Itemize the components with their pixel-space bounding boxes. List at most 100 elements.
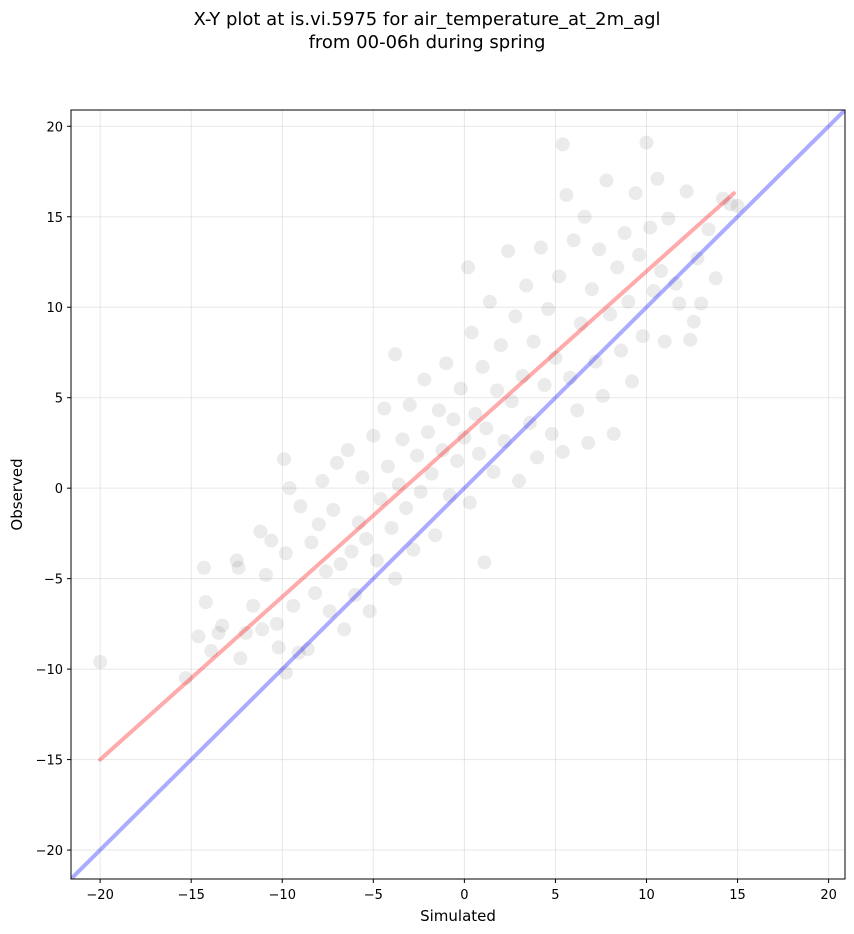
- scatter-point: [406, 542, 421, 557]
- scatter-point: [519, 278, 534, 293]
- scatter-point: [708, 271, 723, 286]
- scatter-point: [439, 356, 454, 371]
- scatter-point: [457, 430, 472, 445]
- scatter-point: [282, 481, 297, 496]
- scatter-point: [462, 495, 477, 510]
- scatter-point: [402, 397, 417, 412]
- scatter-point: [351, 515, 366, 530]
- scatter-point: [278, 546, 293, 561]
- scatter-point: [555, 444, 570, 459]
- scatter-point: [231, 560, 246, 575]
- scatter-point: [486, 464, 501, 479]
- scatter-point: [559, 188, 574, 203]
- scatter-point: [424, 466, 439, 481]
- scatter-point: [377, 401, 392, 416]
- scatter-point: [668, 276, 683, 291]
- reference-line: [71, 110, 845, 879]
- scatter-point: [501, 244, 516, 259]
- scatter-point: [211, 625, 226, 640]
- scatter-point: [246, 598, 261, 613]
- scatter-point: [646, 283, 661, 298]
- scatter-point: [450, 454, 465, 469]
- scatter-point: [683, 332, 698, 347]
- scatter-point: [461, 260, 476, 275]
- scatter-point: [471, 446, 486, 461]
- scatter-point: [526, 334, 541, 349]
- scatter-point: [730, 198, 745, 213]
- scatter-point: [610, 260, 625, 275]
- scatter-point: [468, 406, 483, 421]
- scatter-point: [522, 416, 537, 431]
- scatter-point: [715, 191, 730, 206]
- scatter-point: [238, 625, 253, 640]
- plot-frame: [70, 109, 846, 880]
- scatter-point: [420, 425, 435, 440]
- scatter-points: [93, 135, 745, 686]
- scatter-point: [269, 616, 284, 631]
- scatter-point: [672, 296, 687, 311]
- scatter-point: [344, 544, 359, 559]
- scatter-point: [410, 448, 425, 463]
- reference-lines: [71, 110, 845, 879]
- scatter-point: [577, 209, 592, 224]
- scatter-point: [661, 211, 676, 226]
- scatter-point: [537, 378, 552, 393]
- chart-title-line-1: X-Y plot at is.vi.5975 for air_temperatu…: [193, 9, 661, 30]
- scatter-point: [573, 316, 588, 331]
- scatter-point: [701, 222, 716, 237]
- scatter-point: [233, 651, 248, 666]
- y-tick-label: −15: [36, 754, 63, 769]
- scatter-point: [264, 533, 279, 548]
- grid: [71, 110, 845, 879]
- scatter-point: [318, 564, 333, 579]
- x-tick-label: 10: [638, 888, 655, 903]
- scatter-point: [355, 470, 370, 485]
- x-tick-label: 15: [729, 888, 746, 903]
- scatter-point: [490, 383, 505, 398]
- scatter-point: [198, 595, 213, 610]
- scatter-point: [686, 314, 701, 329]
- scatter-point: [555, 137, 570, 152]
- scatter-point: [606, 426, 621, 441]
- x-tick-label: 5: [551, 888, 559, 903]
- scatter-point: [599, 173, 614, 188]
- scatter-point: [482, 294, 497, 309]
- scatter-point: [453, 381, 468, 396]
- scatter-point: [388, 571, 403, 586]
- scatter-point: [373, 492, 388, 507]
- scatter-point: [654, 264, 669, 279]
- scatter-point: [315, 473, 330, 488]
- y-tick-label: −10: [36, 663, 63, 678]
- scatter-point: [253, 524, 268, 539]
- scatter-point: [613, 343, 628, 358]
- scatter-point: [258, 568, 273, 583]
- scatter-point: [635, 329, 650, 344]
- scatter-point: [595, 388, 610, 403]
- scatter-point: [530, 450, 545, 465]
- scatter-point: [690, 251, 705, 266]
- scatter-point: [428, 528, 443, 543]
- scatter-point: [369, 553, 384, 568]
- scatter-point: [570, 403, 585, 418]
- scatter-point: [643, 220, 658, 235]
- scatter-point: [329, 455, 344, 470]
- scatter-point: [300, 642, 315, 657]
- scatter-point: [391, 477, 406, 492]
- scatter-point: [694, 296, 709, 311]
- scatter-point: [322, 604, 337, 619]
- scatter-point: [93, 654, 108, 669]
- y-tick-label: −5: [44, 573, 63, 588]
- x-tick-label: −5: [364, 888, 383, 903]
- y-tick-label: 15: [46, 211, 63, 226]
- scatter-point: [548, 350, 563, 365]
- scatter-point: [657, 334, 672, 349]
- scatter-point: [413, 484, 428, 499]
- scatter-point: [477, 555, 492, 570]
- y-tick-label: 0: [55, 482, 63, 497]
- scatter-point: [442, 488, 457, 503]
- scatter-point: [584, 282, 599, 297]
- scatter-point: [366, 428, 381, 443]
- x-tick-label: −15: [177, 888, 204, 903]
- scatter-point: [464, 325, 479, 340]
- scatter-point: [362, 604, 377, 619]
